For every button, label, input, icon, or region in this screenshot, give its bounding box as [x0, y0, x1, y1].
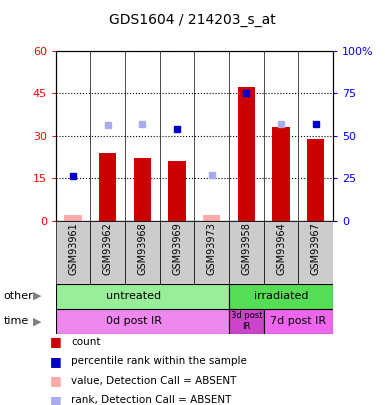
Bar: [56, 221, 90, 284]
Bar: [307, 139, 324, 221]
Text: ■: ■: [50, 355, 62, 368]
Bar: [160, 221, 194, 284]
Text: ■: ■: [50, 394, 62, 405]
Bar: [134, 158, 151, 221]
Bar: [264, 221, 298, 284]
Bar: [90, 221, 125, 284]
Text: 3d post
IR: 3d post IR: [231, 311, 262, 331]
Bar: [273, 127, 290, 221]
Text: percentile rank within the sample: percentile rank within the sample: [71, 356, 247, 366]
Text: 7d post IR: 7d post IR: [270, 316, 326, 326]
Text: rank, Detection Call = ABSENT: rank, Detection Call = ABSENT: [71, 395, 232, 405]
Text: ■: ■: [50, 374, 62, 387]
Bar: [169, 161, 186, 221]
Bar: [125, 221, 160, 284]
Text: ■: ■: [50, 335, 62, 348]
Text: GSM93973: GSM93973: [207, 223, 217, 275]
Bar: [229, 284, 333, 309]
Bar: [194, 221, 229, 284]
Bar: [56, 309, 229, 334]
Text: GDS1604 / 214203_s_at: GDS1604 / 214203_s_at: [109, 13, 276, 27]
Bar: [56, 284, 229, 309]
Text: GSM93961: GSM93961: [68, 223, 78, 275]
Bar: [238, 87, 255, 221]
Text: 0d post IR: 0d post IR: [106, 316, 162, 326]
Text: GSM93967: GSM93967: [311, 223, 321, 275]
Bar: [264, 309, 333, 334]
Bar: [229, 221, 264, 284]
Text: GSM93958: GSM93958: [241, 223, 251, 275]
Text: GSM93968: GSM93968: [137, 223, 147, 275]
Text: GSM93962: GSM93962: [103, 223, 113, 275]
Bar: [229, 309, 264, 334]
Bar: [298, 221, 333, 284]
Text: time: time: [4, 316, 29, 326]
Text: ▶: ▶: [33, 316, 41, 326]
Text: irradiated: irradiated: [254, 291, 308, 301]
Text: other: other: [4, 291, 33, 301]
Text: GSM93969: GSM93969: [172, 223, 182, 275]
Text: ▶: ▶: [33, 291, 41, 301]
Bar: [99, 153, 116, 221]
Bar: [203, 215, 220, 221]
Text: GSM93964: GSM93964: [276, 223, 286, 275]
Bar: [64, 215, 82, 221]
Text: untreated: untreated: [106, 291, 161, 301]
Text: count: count: [71, 337, 101, 347]
Text: value, Detection Call = ABSENT: value, Detection Call = ABSENT: [71, 376, 237, 386]
